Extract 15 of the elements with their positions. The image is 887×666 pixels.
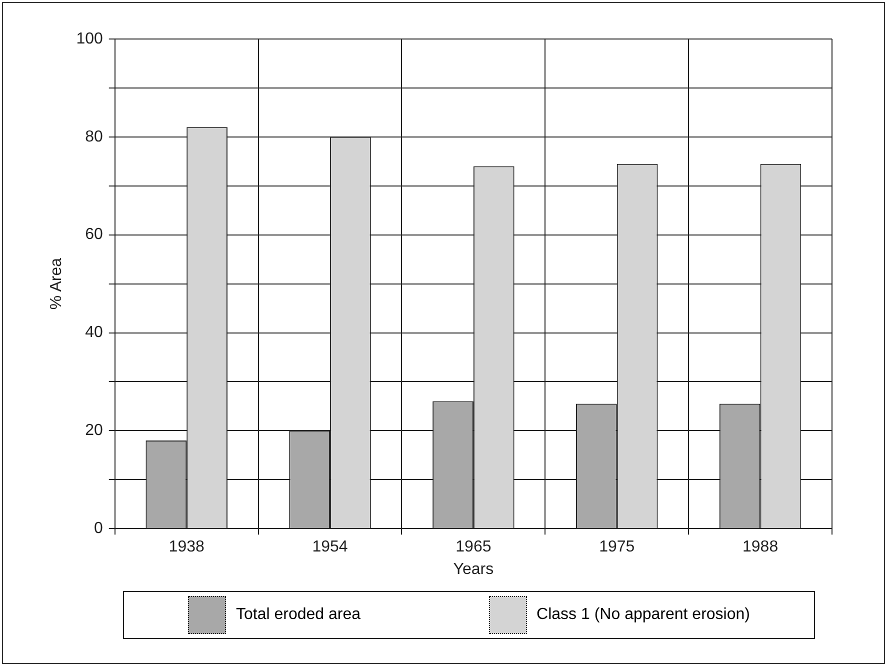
legend-label: Total eroded area xyxy=(236,606,361,624)
x-tick-label: 1988 xyxy=(742,538,778,556)
x-tick-label: 1954 xyxy=(312,538,348,556)
y-tick-label: 0 xyxy=(94,520,103,538)
x-tick-label: 1965 xyxy=(456,538,492,556)
x-tick-label: 1975 xyxy=(599,538,635,556)
x-tick-label: 1938 xyxy=(168,538,205,556)
y-tick-label: 100 xyxy=(76,30,103,48)
y-tick-label: 20 xyxy=(85,422,103,440)
y-tick-label: 80 xyxy=(85,128,103,146)
y-tick-label: 40 xyxy=(85,324,103,342)
y-tick-label: 60 xyxy=(85,226,103,244)
x-axis-title: Years xyxy=(453,560,494,578)
legend-label: Class 1 (No apparent erosion) xyxy=(536,606,750,624)
y-axis-title: % Area xyxy=(48,258,66,310)
